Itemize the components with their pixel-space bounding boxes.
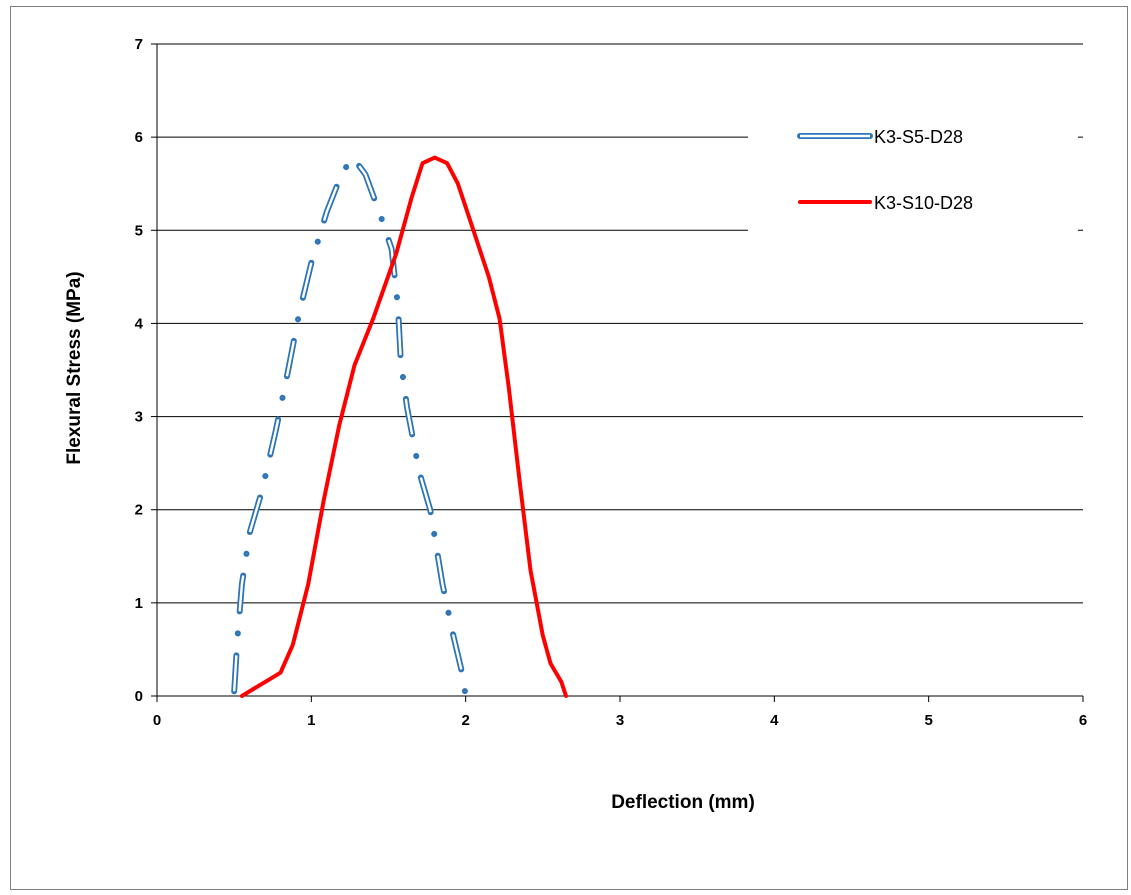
x-tick-label: 4 [770, 712, 779, 729]
y-tick-label: 1 [135, 595, 143, 612]
x-tick-label: 0 [153, 712, 161, 729]
legend-item-1: K3-S5-D28 [797, 127, 963, 147]
series-line-outer-1 [231, 154, 469, 699]
y-tick-label: 7 [135, 36, 143, 53]
x-tick-label: 5 [924, 712, 932, 729]
y-tick-label: 0 [135, 688, 143, 705]
legend: K3-S5-D28 K3-S10-D28 [748, 95, 1078, 245]
y-axis-title: Flexural Stress (MPa) [64, 271, 85, 464]
x-tick-label: 1 [307, 712, 315, 729]
y-tick-label: 2 [135, 502, 143, 519]
x-tick-label: 6 [1079, 712, 1087, 729]
legend-item-2: K3-S10-D28 [798, 193, 973, 213]
axes [151, 43, 1084, 702]
series-line-2 [239, 155, 568, 698]
x-tick-label: 3 [616, 712, 624, 729]
legend-label: K3-S5-D28 [874, 127, 963, 147]
legend-label: K3-S10-D28 [874, 193, 973, 213]
series-1 [231, 154, 469, 699]
series-line-inner-1 [233, 156, 467, 697]
series-lines [231, 154, 568, 699]
y-tick-label: 4 [135, 315, 144, 332]
legend-background [748, 95, 1078, 245]
x-tick-label: 2 [461, 712, 469, 729]
y-tick-labels: 0 1 2 3 4 5 6 7 [135, 36, 144, 705]
y-tick-label: 6 [135, 129, 143, 146]
y-tick-label: 5 [135, 222, 143, 239]
y-tick-label: 3 [135, 409, 143, 426]
series-2 [239, 155, 568, 698]
x-axis-title: Deflection (mm) [611, 792, 755, 813]
x-tick-labels: 0 1 2 3 4 5 6 [153, 712, 1087, 729]
